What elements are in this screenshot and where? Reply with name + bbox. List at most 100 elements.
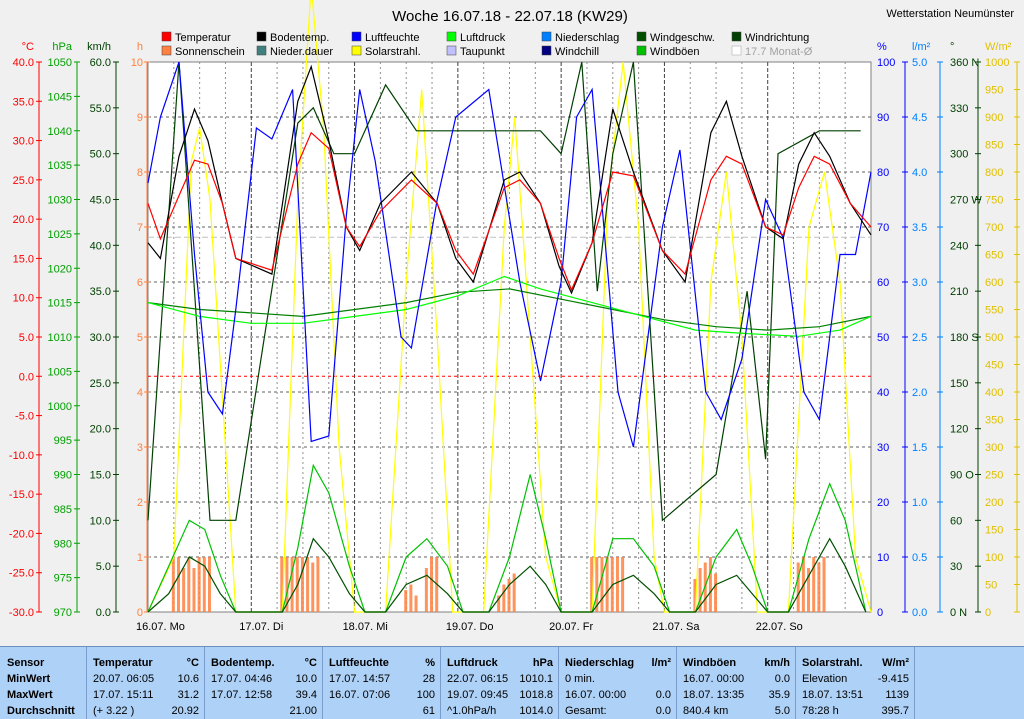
series-windrichtung <box>147 61 861 522</box>
stats-min-v: 10.6 <box>177 673 199 685</box>
press-axis-tick-label: 970 <box>54 607 72 619</box>
stats-min-v: 1010.1 <box>519 673 553 685</box>
stats-col: Niederschlag l/m² 0 min. 16.07. 00:00 0.0 Ges… <box>558 647 677 719</box>
day-label: 19.07. Do <box>446 621 494 633</box>
stats-unit: °C <box>304 657 317 669</box>
sunshine-bar <box>280 557 284 612</box>
left-axes: °C40.035.030.025.020.015.010.05.00.0-5.0… <box>9 41 150 619</box>
dir-axis-tick-label: 240 <box>950 240 968 252</box>
solar-axis-tick-label: 800 <box>985 167 1003 179</box>
solar-axis-tick-label: 550 <box>985 305 1003 317</box>
stats-max-t: 16.07. 07:06 <box>329 689 391 701</box>
solar-axis-tick-label: 0 <box>985 607 991 619</box>
day-label: 16.07. Mo <box>136 621 185 633</box>
legend-swatch <box>256 45 267 56</box>
stats-unit: W/m² <box>882 657 909 669</box>
stats-min-label: MinWert <box>7 673 51 685</box>
legend-label: Windböen <box>650 46 700 58</box>
press-axis-tick-label: 1040 <box>48 126 72 138</box>
day-label: 21.07. Sa <box>652 621 700 633</box>
dir-axis-tick-label: 180 S <box>950 332 979 344</box>
press-axis-tick-label: 1020 <box>48 263 72 275</box>
solar-axis-tick-label: 350 <box>985 415 1003 427</box>
sunshine-bar <box>290 557 294 612</box>
rain-axis-tick-label: 1.5 <box>912 442 927 454</box>
stats-unit: l/m² <box>651 657 671 669</box>
temp-axis-tick-label: 40.0 <box>13 57 34 69</box>
sunshine-bar <box>595 557 599 612</box>
series-luftdruck-trend <box>147 288 872 331</box>
day-labels: 16.07. Mo 17.07. Di 18.07. Mi 19.07. Do 20.0… <box>136 621 803 633</box>
stats-avg-v: 61 <box>422 705 435 717</box>
sunshine-bar <box>430 557 434 612</box>
legend-swatch <box>541 31 552 42</box>
stats-col: Temperatur °C 20.07. 06:05 10.6 17.07. 15:11… <box>86 647 205 719</box>
stats-max-t: 18.07. 13:51 <box>802 689 864 701</box>
hum-axis-tick-label: 80 <box>877 167 889 179</box>
day-label: 20.07. Fr <box>549 621 593 633</box>
sun-axis-tick-label: 5 <box>137 332 143 344</box>
sunshine-bar <box>404 590 408 612</box>
solar-axis-tick-label: 400 <box>985 387 1003 399</box>
sunshine-bar <box>796 562 800 612</box>
solar-axis-tick-label: 50 <box>985 580 997 592</box>
legend-label: Temperatur <box>175 32 231 44</box>
wind-axis-tick-label: 30.0 <box>90 332 111 344</box>
temp-axis-tick-label: 10.0 <box>13 293 34 305</box>
series-luftfeuchte <box>147 61 872 448</box>
legend-swatch <box>161 31 172 42</box>
temp-axis-tick-label: 5.0 <box>19 332 34 344</box>
stats-panel: Sensor MinWert MaxWert Durchschnitt Temp… <box>0 646 1024 719</box>
wind-axis-tick-label: 50.0 <box>90 149 111 161</box>
temp-axis-tick-label: -30.0 <box>9 607 34 619</box>
dir-axis-tick-label: 30 <box>950 561 962 573</box>
rain-axis-tick-label: 3.5 <box>912 222 927 234</box>
stats-min-t: 17.07. 04:46 <box>211 673 273 685</box>
legend-swatch <box>446 45 457 56</box>
right-axes: %1009080706050403020100l/m²5.04.54.03.53… <box>877 41 1020 619</box>
sun-axis-tick-label: 3 <box>137 442 143 454</box>
legend-swatch <box>731 45 742 56</box>
wind-axis-unit: km/h <box>87 41 111 53</box>
sun-axis-unit: h <box>137 41 143 53</box>
solar-axis-tick-label: 250 <box>985 470 1003 482</box>
stats-min-t: 20.07. 06:05 <box>93 673 155 685</box>
rain-axis-unit: l/m² <box>912 41 931 53</box>
press-axis-tick-label: 1030 <box>48 195 72 207</box>
stats-col: Luftdruck hPa 22.07. 06:15 1010.1 19.07. 09:… <box>440 647 559 719</box>
stats-max-v: 31.2 <box>177 689 199 701</box>
stats-min-v: 10.0 <box>295 673 317 685</box>
legend-swatch <box>351 31 362 42</box>
solar-axis-unit: W/m² <box>985 41 1012 53</box>
rain-axis-tick-label: 4.0 <box>912 167 927 179</box>
sunshine-bar <box>414 595 418 612</box>
series-temperatur <box>147 131 872 292</box>
stats-unit: % <box>425 657 435 669</box>
sunshine-bar <box>182 568 186 612</box>
sun-axis-tick-label: 10 <box>131 57 143 69</box>
legend-label: Luftfeuchte <box>365 32 419 44</box>
temp-axis-tick-label: 35.0 <box>13 96 34 108</box>
stats-title: Windböen <box>683 657 737 669</box>
legend-label: Windgeschw. <box>650 32 715 44</box>
legend: Temperatur Sonnenschein Bodentemp. Nieder.d… <box>161 31 813 58</box>
stats-title: Luftdruck <box>447 657 498 669</box>
legend-label: Niederschlag <box>555 32 619 44</box>
solar-axis-tick-label: 150 <box>985 525 1003 537</box>
sunshine-bar <box>202 557 206 612</box>
hum-axis-tick-label: 10 <box>877 552 889 564</box>
rain-axis-tick-label: 0.0 <box>912 607 927 619</box>
wind-axis-tick-label: 60.0 <box>90 57 111 69</box>
dir-axis-tick-label: 330 <box>950 103 968 115</box>
sun-axis-tick-label: 2 <box>137 497 143 509</box>
legend-swatch <box>351 45 362 56</box>
hum-axis-tick-label: 20 <box>877 497 889 509</box>
wind-axis-tick-label: 5.0 <box>96 561 111 573</box>
press-axis-tick-label: 1035 <box>48 160 72 172</box>
legend-swatch <box>446 31 457 42</box>
stats-avg-v: 395.7 <box>881 705 909 717</box>
sunshine-bar <box>497 595 501 612</box>
dir-axis-tick-label: 90 O <box>950 470 974 482</box>
wind-axis-tick-label: 35.0 <box>90 286 111 298</box>
stats-col: Bodentemp. °C 17.07. 04:46 10.0 17.07. 12:58… <box>204 647 323 719</box>
